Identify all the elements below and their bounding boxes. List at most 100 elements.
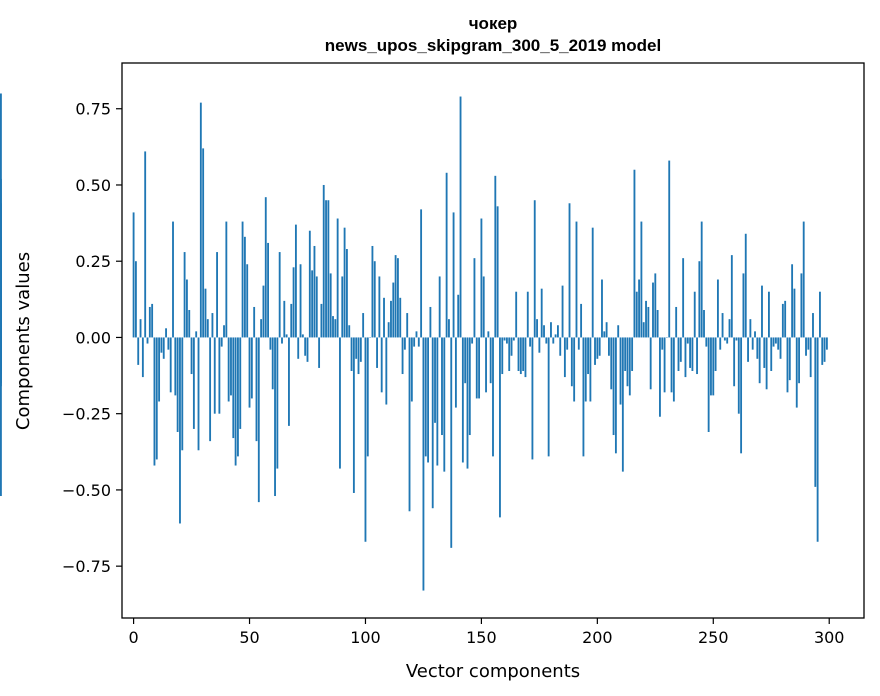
bar [362,313,365,338]
bar [299,264,302,338]
bar [304,337,307,356]
x-axis-ticks: 0 50 100 150 200 250 300 [129,618,845,647]
bar [710,337,712,396]
bar [684,337,687,378]
bar [313,245,316,338]
bar [531,337,534,460]
bar [707,337,710,432]
bar [712,337,715,396]
bar [394,255,397,338]
bar [348,325,351,338]
bar [327,200,330,338]
bar [545,337,548,344]
bar [552,337,555,344]
bar [160,337,163,353]
bar [642,322,645,338]
bar [234,337,237,466]
bar [195,331,198,338]
bar [742,273,745,338]
bar [774,337,777,344]
bar [686,337,689,344]
bar [429,306,432,338]
bar [524,337,527,378]
bar [350,337,353,371]
bar [568,203,571,338]
bar [763,337,766,368]
bar [547,337,550,457]
bar [308,230,311,338]
bar [297,337,300,359]
bar [624,337,627,371]
y-tick-label: 0.75 [75,100,111,119]
bar [696,337,698,375]
bar [663,337,666,393]
bar [788,337,791,381]
bar [765,337,768,390]
bar [410,337,413,402]
bar [158,337,161,402]
bar [146,337,149,344]
bar [809,337,812,378]
bar [306,337,309,362]
bar [359,337,362,362]
bar [670,337,673,393]
bar [445,172,448,338]
bar [137,337,140,365]
bars-group [0,93,828,591]
bar [594,337,596,365]
bar [647,306,650,338]
bar [436,337,439,466]
bar [570,337,573,387]
bar [582,337,585,457]
bar [668,160,671,338]
bar [761,285,763,338]
bar [733,337,736,387]
bar [610,337,613,390]
bar [132,212,135,338]
bar [812,313,814,338]
bar [339,337,341,469]
bar [478,337,481,399]
bar [197,337,200,451]
x-tick-label: 300 [814,628,845,647]
bar [698,261,701,338]
bar [617,325,620,338]
bar [559,337,562,356]
bar [186,279,188,338]
bar [413,337,416,347]
bar [218,337,221,414]
bar [167,337,170,350]
bar [682,258,685,338]
bar [241,221,244,338]
bar [554,334,557,338]
bar [151,303,154,338]
bar [281,337,283,344]
bar [540,288,543,338]
bar [614,337,617,454]
bar [557,325,559,338]
bar [740,337,743,454]
bar [563,337,566,378]
bar [448,319,450,338]
bar [285,334,288,338]
bar [179,337,181,524]
bar [580,303,583,338]
bar [373,261,376,338]
bar [371,245,374,338]
y-tick-label: −0.75 [62,557,111,576]
bar [714,337,717,371]
bar [672,337,675,402]
bar [730,255,733,338]
bar [141,337,144,378]
bar [227,337,230,402]
bar [691,337,694,371]
bar [253,306,256,338]
bar [471,337,474,344]
bar [705,337,708,347]
bar [250,337,253,399]
bar [311,270,314,338]
bar [807,337,810,350]
bar [656,310,659,338]
bar [605,322,608,338]
bar [225,221,228,338]
